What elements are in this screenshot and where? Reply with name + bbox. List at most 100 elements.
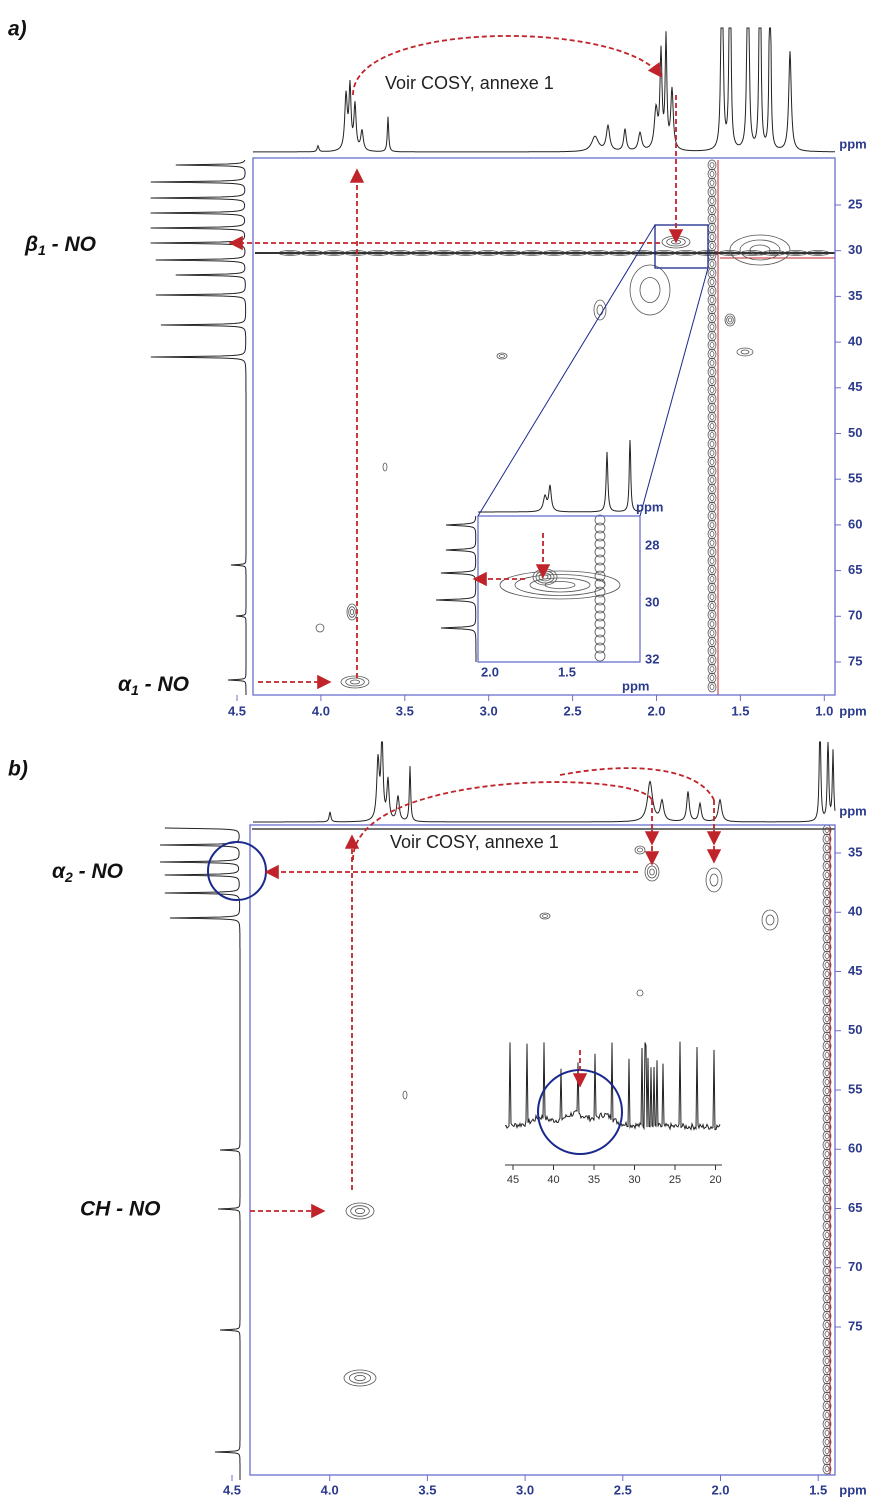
contour: [824, 1133, 830, 1139]
contour: [707, 231, 717, 243]
contour: [822, 1004, 832, 1016]
contour: [824, 1331, 830, 1337]
contour: [594, 594, 606, 606]
contour: [709, 315, 715, 321]
contour: [824, 1088, 830, 1094]
contour: [707, 357, 717, 369]
contour: [822, 1274, 832, 1286]
x-tick-label: 1.5: [731, 703, 749, 718]
contour: [709, 423, 715, 429]
contour: [824, 980, 830, 986]
contour: [824, 1439, 830, 1445]
contour: [709, 585, 715, 591]
contour: [707, 285, 717, 297]
contour: [824, 989, 830, 995]
contour: [707, 240, 717, 252]
contour: [824, 1124, 830, 1130]
contour: [824, 926, 830, 932]
contour: [709, 351, 715, 357]
contour: [707, 609, 717, 621]
contour: [709, 216, 715, 222]
contour: [822, 1409, 832, 1421]
contour: [822, 1310, 832, 1322]
contour: [709, 468, 715, 474]
spectrum-1d: [150, 159, 247, 695]
contour: [824, 971, 830, 977]
contour: [824, 1340, 830, 1346]
contour: [594, 522, 606, 534]
contour: [593, 299, 607, 321]
inset-x-tick: 35: [588, 1174, 600, 1186]
contour: [736, 347, 754, 357]
contour: [822, 1265, 832, 1277]
contour: [824, 953, 830, 959]
contour: [761, 909, 779, 931]
contour: [709, 477, 715, 483]
contour: [824, 1448, 830, 1454]
contour: [345, 1202, 375, 1220]
contour: [824, 1061, 830, 1067]
contour: [709, 414, 715, 420]
contour: [542, 914, 548, 918]
contour: [822, 833, 832, 845]
contour: [634, 845, 646, 855]
contour: [822, 1157, 832, 1169]
x-tick-label: 4.5: [228, 703, 246, 718]
contour: [707, 222, 717, 234]
contour: [354, 1374, 366, 1382]
contour: [709, 198, 715, 204]
contour: [594, 586, 606, 598]
contour: [707, 627, 717, 639]
contour: [824, 1259, 830, 1265]
contour: [709, 306, 715, 312]
contour: [824, 1052, 830, 1058]
contour: [824, 845, 830, 851]
contour: [707, 177, 717, 189]
contour: [824, 836, 830, 842]
contour: [824, 1151, 830, 1157]
contour: [822, 1211, 832, 1223]
contour: [709, 612, 715, 618]
contour: [709, 225, 715, 231]
contour: [822, 1418, 832, 1430]
contour: [822, 842, 832, 854]
contour: [824, 863, 830, 869]
contour: [709, 630, 715, 636]
contour: [822, 941, 832, 953]
inset-y-tick: 28: [645, 537, 659, 552]
contour: [709, 189, 715, 195]
contour: [822, 968, 832, 980]
contour: [824, 1232, 830, 1238]
contour: [707, 420, 717, 432]
contour: [824, 1385, 830, 1391]
contour: [824, 935, 830, 941]
contour: [824, 1034, 830, 1040]
contour: [822, 1184, 832, 1196]
contour: [707, 438, 717, 450]
contour: [822, 1031, 832, 1043]
y-tick-label: 60: [848, 516, 862, 531]
contour: [709, 558, 715, 564]
contour: [822, 1139, 832, 1151]
zoom-box: [654, 224, 709, 269]
contour: [646, 865, 658, 879]
contour: [709, 270, 715, 276]
contour: [824, 1223, 830, 1229]
contour: [594, 602, 606, 614]
contour: [724, 313, 736, 327]
contour: [822, 1193, 832, 1205]
inset-x-tick: 25: [669, 1174, 681, 1186]
contour: [709, 288, 715, 294]
contour: [594, 546, 606, 558]
contour: [824, 1421, 830, 1427]
contour: [496, 352, 508, 360]
contour: [707, 528, 717, 540]
arrow: [352, 781, 653, 861]
contour: [707, 402, 717, 414]
contour: [822, 1445, 832, 1457]
y-unit: ppm: [839, 803, 866, 818]
x-tick-label: 3.0: [516, 1482, 534, 1497]
contour: [824, 1394, 830, 1400]
y-tick-label: 55: [848, 471, 862, 486]
contour: [707, 582, 717, 594]
